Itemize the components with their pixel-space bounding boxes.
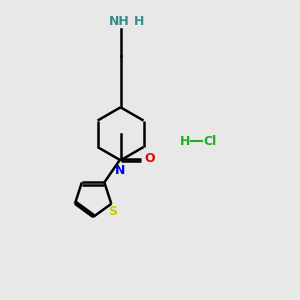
Text: N: N [116,164,126,177]
Text: H: H [179,135,190,148]
Text: O: O [144,152,155,165]
Text: NH: NH [109,15,130,28]
Text: S: S [108,205,117,218]
Text: Cl: Cl [203,135,216,148]
Text: H: H [134,15,144,28]
